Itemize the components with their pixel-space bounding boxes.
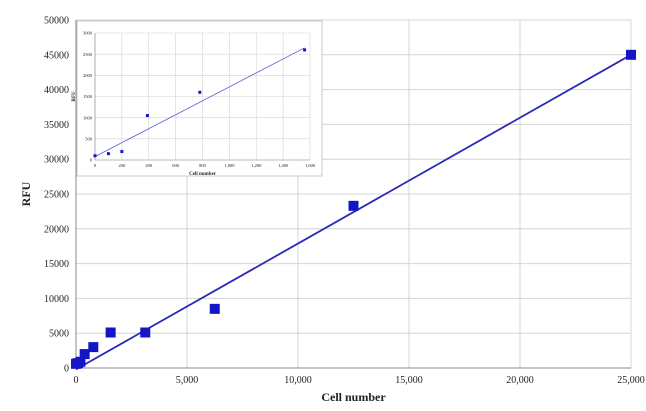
- main-x-tick-label: 25,000: [617, 375, 645, 386]
- inset-x-tick-label: 600: [172, 163, 180, 168]
- main-data-point: [75, 356, 86, 367]
- inset-x-tick-label: 200: [119, 163, 127, 168]
- inset-x-axis-title: Cell number: [189, 172, 217, 177]
- inset-data-point: [106, 152, 110, 156]
- main-y-axis-title: RFU: [19, 181, 33, 206]
- inset-y-tick-label: 500: [85, 136, 93, 141]
- main-data-point: [88, 342, 99, 353]
- main-trendline: [75, 54, 632, 371]
- main-x-tick-label: 20,000: [506, 375, 534, 386]
- main-x-tick-label: 15,000: [395, 375, 423, 386]
- main-data-point: [348, 200, 359, 211]
- inset-trendline: [94, 47, 305, 157]
- inset-x-tick-label: 400: [145, 163, 153, 168]
- main-y-tick-label: 50000: [44, 16, 69, 27]
- inset-y-axis-title: RFU: [72, 91, 77, 102]
- inset-y-tick-label: 2500: [83, 52, 93, 57]
- inset-data-point: [303, 48, 307, 52]
- main-chart: 0500010000150002000025000300003500040000…: [19, 16, 645, 405]
- main-data-point: [140, 327, 151, 338]
- inset-chart: 0 500 1000 1500 2000 2500 3000 0 200 400 600 800 1,0…: [72, 20, 323, 177]
- main-data-point: [105, 327, 116, 338]
- main-x-tick-label: 10,000: [284, 375, 312, 386]
- main-y-tick-label: 40000: [44, 85, 69, 96]
- main-data-point: [79, 349, 90, 360]
- inset-x-tick-label: 0: [94, 163, 97, 168]
- main-y-tick-label: 0: [64, 364, 69, 375]
- main-y-tick-label: 45000: [44, 50, 69, 61]
- main-data-point: [209, 303, 220, 314]
- inset-x-tick-label: 1,200: [251, 163, 262, 169]
- inset-panel-border: [76, 20, 323, 177]
- inset-data-point: [145, 114, 149, 118]
- main-y-tick-label: 5000: [49, 329, 69, 340]
- main-data-point: [626, 49, 636, 60]
- inset-x-tick-label: 1,400: [278, 163, 289, 169]
- main-y-tick-label: 35000: [44, 120, 69, 131]
- main-x-tick-label: 5,000: [176, 375, 199, 386]
- inset-y-tick-label: 1500: [83, 94, 93, 99]
- inset-y-tick-label: 0: [90, 158, 93, 163]
- inset-data-point: [120, 150, 124, 154]
- main-y-tick-label: 20000: [44, 224, 69, 235]
- inset-x-tick-label: 800: [199, 163, 207, 168]
- main-y-tick-label: 15000: [44, 259, 69, 270]
- main-x-axis-title: Cell number: [321, 390, 386, 404]
- inset-x-tick-label: 1,600: [305, 163, 316, 169]
- inset-y-tick-label: 3000: [83, 31, 93, 36]
- main-y-tick-label: 25000: [44, 190, 69, 201]
- inset-data-point: [93, 154, 97, 158]
- inset-y-tick-label: 2000: [83, 73, 93, 78]
- main-y-tick-label: 30000: [44, 155, 69, 166]
- main-y-tick-label: 10000: [44, 294, 69, 305]
- inset-x-tick-label: 1,000: [224, 163, 235, 169]
- inset-y-tick-label: 1000: [83, 115, 93, 120]
- main-x-tick-label: 0: [74, 375, 79, 386]
- inset-data-point: [198, 90, 202, 94]
